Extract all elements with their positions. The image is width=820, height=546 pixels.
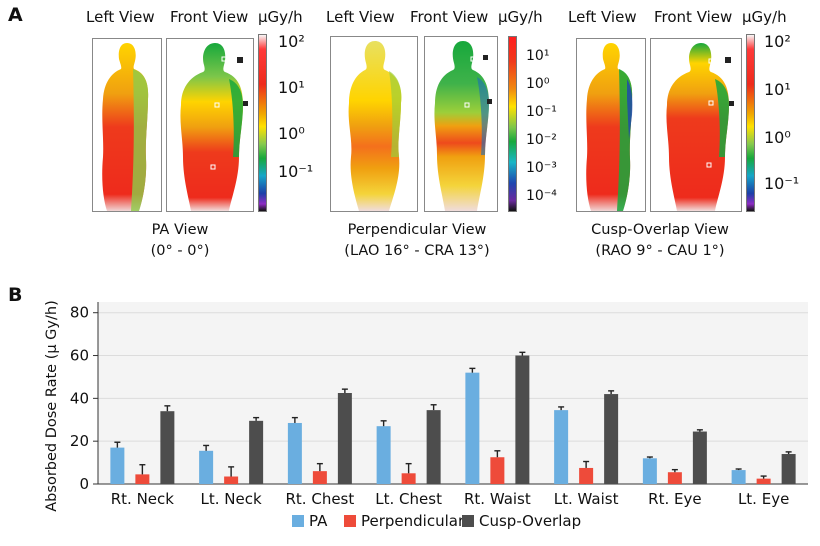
legend-swatch: [462, 515, 474, 527]
y-tick-label: 40: [70, 389, 89, 407]
left-view-label: Left View: [86, 8, 155, 26]
left-view-label: Left View: [326, 8, 395, 26]
bar-pa: [642, 458, 657, 484]
y-tick-label: 60: [70, 347, 89, 365]
scale-label: 10⁰: [764, 128, 791, 147]
scale-label: 10⁻²: [526, 132, 557, 148]
scale-label: 10⁻¹: [526, 104, 557, 120]
phantom-left-view: [330, 36, 418, 212]
bar-perpendicular: [756, 478, 771, 484]
x-tick-label: Rt. Neck: [111, 490, 175, 508]
phantom-left-view: [576, 38, 646, 212]
caption-line-2: (RAO 9° - CAU 1°): [595, 243, 725, 259]
scale-label: 10²: [764, 32, 791, 51]
legend-swatch: [344, 515, 356, 527]
bar-pa: [376, 426, 391, 484]
bar-perpendicular: [135, 474, 150, 484]
bar-perpendicular: [667, 472, 682, 484]
bar-perpendicular: [312, 471, 327, 484]
phantom-front-view: [166, 38, 254, 212]
bar-pa: [731, 470, 746, 484]
scale-label: 10¹: [764, 80, 791, 99]
scale-label: 10¹: [278, 78, 305, 97]
bar-perpendicular: [224, 476, 239, 484]
scale-label: 10¹: [526, 48, 550, 64]
bars: [110, 351, 796, 484]
bar-pa: [554, 410, 569, 484]
color-scale-bar: [746, 34, 755, 212]
view-caption: PA View (0° - 0°): [110, 220, 250, 262]
scale-label: 10²: [278, 32, 305, 51]
scale-label: 10⁻¹: [278, 162, 314, 181]
left-view-label: Left View: [568, 8, 637, 26]
scale-label: 10⁻³: [526, 160, 557, 176]
legend-swatch: [292, 515, 304, 527]
caption-line-1: Perpendicular View: [347, 222, 487, 238]
bar-perpendicular: [579, 467, 594, 484]
bar-cusp-overlap: [515, 355, 530, 484]
axes: [93, 302, 808, 485]
view-caption: Cusp-Overlap View (RAO 9° - CAU 1°): [580, 220, 740, 262]
front-view-label: Front View: [654, 8, 733, 26]
legend-label: PA: [309, 512, 328, 530]
gridlines: [98, 302, 808, 484]
x-tick-label: Rt. Eye: [648, 490, 701, 508]
color-scale-bar: [258, 34, 267, 212]
bar-cusp-overlap: [160, 411, 175, 484]
phantom-front-view: [650, 38, 742, 212]
bar-pa: [287, 422, 302, 484]
view-caption: Perpendicular View (LAO 16° - CRA 13°): [332, 220, 502, 262]
bar-perpendicular: [401, 473, 416, 484]
phantom-left-view: [92, 38, 162, 212]
scale-label: 10⁻⁴: [526, 188, 557, 204]
x-tick-label: Lt. Waist: [554, 490, 619, 508]
caption-line-2: (LAO 16° - CRA 13°): [344, 243, 490, 259]
scale-label: 10⁰: [278, 124, 305, 143]
y-axis-label: Absorbed Dose Rate (μ Gy/h): [44, 300, 60, 511]
panel-b-label: B: [8, 284, 23, 306]
bar-pa: [199, 450, 214, 484]
legend-label: Perpendicular: [361, 512, 465, 530]
x-tick-label: Rt. Chest: [286, 490, 355, 508]
caption-line-1: PA View: [151, 222, 209, 238]
caption-line-2: (0° - 0°): [150, 243, 210, 259]
bar-cusp-overlap: [604, 394, 619, 484]
unit-label: μGy/h: [258, 8, 303, 26]
front-view-label: Front View: [170, 8, 249, 26]
bar-cusp-overlap: [249, 420, 264, 484]
unit-label: μGy/h: [498, 8, 543, 26]
bar-pa: [465, 372, 480, 484]
unit-label: μGy/h: [742, 8, 787, 26]
x-tick-label: Lt. Eye: [738, 490, 789, 508]
bar-cusp-overlap: [781, 454, 796, 484]
bar-pa: [110, 447, 125, 484]
y-tick-label: 20: [70, 432, 89, 450]
x-tick-label: Rt. Waist: [464, 490, 531, 508]
legend: PA Perpendicular Cusp-Overlap: [292, 512, 581, 530]
bar-cusp-overlap: [692, 431, 707, 484]
scale-label: 10⁻¹: [764, 174, 800, 193]
front-view-label: Front View: [410, 8, 489, 26]
caption-line-1: Cusp-Overlap View: [591, 222, 729, 238]
axis-labels: 0 20 40 60 80 Rt. Neck Lt. Neck Rt. Chest Lt. Ch…: [70, 304, 789, 508]
x-tick-label: Lt. Chest: [375, 490, 442, 508]
color-scale-bar: [508, 36, 517, 212]
y-tick-label: 0: [79, 475, 89, 493]
panel-a-label: A: [8, 4, 23, 26]
x-tick-label: Lt. Neck: [201, 490, 262, 508]
phantom-front-view: [424, 36, 498, 212]
bar-chart: 0 20 40 60 80 Rt. Neck Lt. Neck Rt. Chest Lt. Ch…: [44, 300, 808, 530]
plot-area: [98, 302, 808, 484]
bar-perpendicular: [490, 457, 505, 484]
bar-cusp-overlap: [337, 393, 352, 484]
y-tick-label: 80: [70, 304, 89, 322]
scale-label: 10⁰: [526, 76, 550, 92]
legend-label: Cusp-Overlap: [479, 512, 581, 530]
bar-cusp-overlap: [426, 410, 441, 484]
